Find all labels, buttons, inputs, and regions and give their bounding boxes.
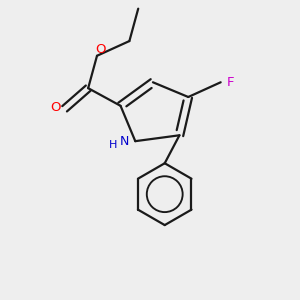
- Text: N: N: [119, 135, 129, 148]
- Text: O: O: [50, 101, 60, 114]
- Text: F: F: [226, 76, 234, 89]
- Text: H: H: [109, 140, 117, 150]
- Text: O: O: [95, 43, 106, 56]
